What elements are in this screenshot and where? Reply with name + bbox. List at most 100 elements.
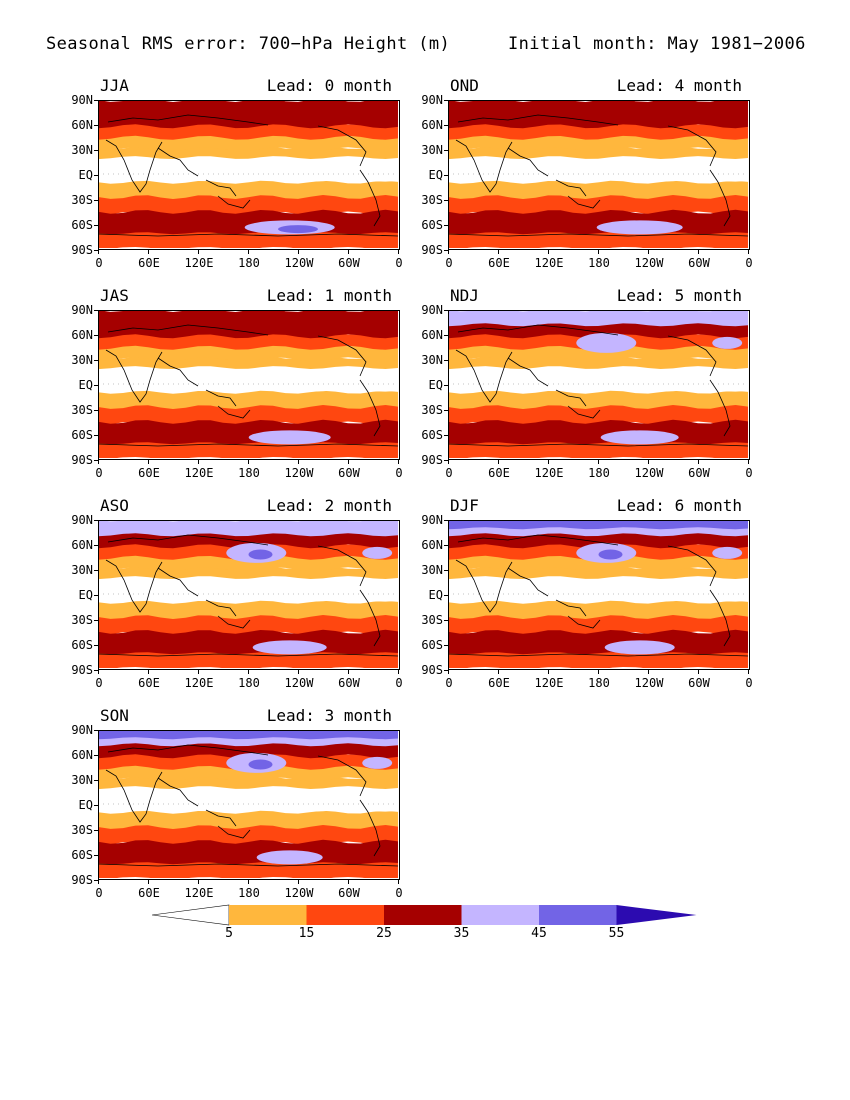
lon-tick-label: 180: [238, 256, 260, 270]
map-frame: [98, 520, 400, 670]
lat-tick: [94, 620, 98, 621]
lat-tick-label: EQ: [78, 588, 93, 602]
colorbar-segment: [461, 905, 539, 925]
lat-tick-label: EQ: [78, 168, 93, 182]
colorbar-bar: [151, 904, 697, 926]
lat-tick-label: 30N: [71, 773, 93, 787]
map-contours: [448, 310, 748, 458]
lat-tick-label: 30N: [71, 353, 93, 367]
lon-tick: [348, 460, 349, 464]
map-frame: [448, 310, 750, 460]
lat-tick-label: 30S: [71, 403, 93, 417]
lat-tick: [444, 225, 448, 226]
panel-season-label: JAS: [100, 286, 129, 305]
lat-tick-label: 60N: [421, 118, 443, 132]
lat-tick-label: 90N: [71, 93, 93, 107]
panel-lead-label: Lead: 0 month: [266, 76, 392, 95]
lat-tick-label: 90S: [421, 243, 443, 257]
lat-tick: [94, 410, 98, 411]
lon-tick-label: 0: [395, 256, 403, 270]
figure-title: Seasonal RMS error: 700−hPa Height (m): [46, 34, 451, 54]
lon-tick: [748, 670, 749, 674]
lat-tick-label: 30N: [421, 143, 443, 157]
lat-tick-label: 30N: [421, 353, 443, 367]
lat-tick: [94, 780, 98, 781]
lon-tick: [348, 880, 349, 884]
lon-tick: [448, 460, 449, 464]
lat-tick: [94, 595, 98, 596]
map-contours: [98, 100, 398, 248]
rms-error-map: [98, 310, 400, 460]
lon-tick-label: 0: [95, 466, 103, 480]
colorbar-segment: [539, 905, 617, 925]
lat-tick: [94, 225, 98, 226]
map-panel-son: SON Lead: 3 month 90N 60N 30N EQ 30S 60S 90S 0 60E…: [71, 706, 402, 899]
map-frame: [98, 100, 400, 250]
map-frame: [98, 310, 400, 460]
lat-tick-label: 90N: [71, 303, 93, 317]
colorbar-tick-label: 45: [531, 926, 547, 941]
lon-tick: [398, 250, 399, 254]
lon-tick: [298, 250, 299, 254]
lon-tick-label: 60W: [338, 886, 360, 900]
lon-tick: [298, 460, 299, 464]
rms-error-map: [98, 730, 400, 880]
rms-error-map: [448, 310, 750, 460]
map-frame: [448, 100, 750, 250]
colorbar-tick-label: 55: [608, 926, 625, 941]
lon-tick: [248, 670, 249, 674]
lon-tick-label: 180: [238, 466, 260, 480]
lat-tick: [444, 460, 448, 461]
lat-tick: [94, 435, 98, 436]
colorbar: 5 15 25 35 45 55: [151, 904, 700, 944]
lat-tick: [444, 595, 448, 596]
lat-tick: [444, 250, 448, 251]
lat-tick-label: 60S: [71, 638, 93, 652]
lat-tick: [94, 830, 98, 831]
lon-tick: [698, 250, 699, 254]
lat-tick: [94, 310, 98, 311]
lon-tick-label: 0: [95, 886, 103, 900]
panel-lead-label: Lead: 6 month: [616, 496, 742, 515]
map-panel-ndj: NDJ Lead: 5 month 90N 60N 30N EQ 30S 60S 90S 0 60E…: [421, 286, 752, 479]
lat-tick-label: EQ: [78, 378, 93, 392]
lat-tick: [94, 730, 98, 731]
lon-tick-label: 120W: [634, 256, 664, 270]
lat-tick-label: EQ: [428, 378, 443, 392]
lat-tick: [94, 150, 98, 151]
lon-tick-label: 120W: [284, 886, 314, 900]
lon-tick: [348, 250, 349, 254]
lon-tick-label: 60W: [688, 466, 710, 480]
panel-lead-label: Lead: 4 month: [616, 76, 742, 95]
lon-tick: [598, 460, 599, 464]
lon-tick-label: 60W: [338, 466, 360, 480]
lon-tick-label: 60E: [488, 256, 510, 270]
lat-tick-label: 30S: [421, 193, 443, 207]
lon-tick-label: 0: [745, 256, 753, 270]
lat-tick-label: 60S: [421, 638, 443, 652]
lon-tick: [748, 250, 749, 254]
lon-tick-label: 180: [238, 886, 260, 900]
lat-tick-label: 30N: [421, 563, 443, 577]
lat-tick-label: 30N: [71, 563, 93, 577]
lon-tick-label: 60E: [488, 466, 510, 480]
lon-tick: [498, 460, 499, 464]
lon-tick: [98, 460, 99, 464]
lat-tick: [94, 545, 98, 546]
lat-tick-label: 90S: [71, 453, 93, 467]
colorbar-tick-label: 15: [298, 926, 315, 941]
lat-tick: [94, 755, 98, 756]
panel-lead-label: Lead: 3 month: [266, 706, 392, 725]
lat-tick-label: 60N: [71, 328, 93, 342]
lon-tick-label: 120W: [634, 466, 664, 480]
lat-tick-label: EQ: [428, 168, 443, 182]
lon-tick: [448, 250, 449, 254]
lat-tick-label: 60N: [71, 748, 93, 762]
lon-tick: [148, 880, 149, 884]
lat-tick-label: 90S: [71, 873, 93, 887]
lon-tick-label: 120E: [534, 466, 564, 480]
lat-tick: [94, 360, 98, 361]
lon-tick: [248, 880, 249, 884]
lat-tick-label: 60N: [71, 118, 93, 132]
lat-tick-label: 30S: [71, 193, 93, 207]
